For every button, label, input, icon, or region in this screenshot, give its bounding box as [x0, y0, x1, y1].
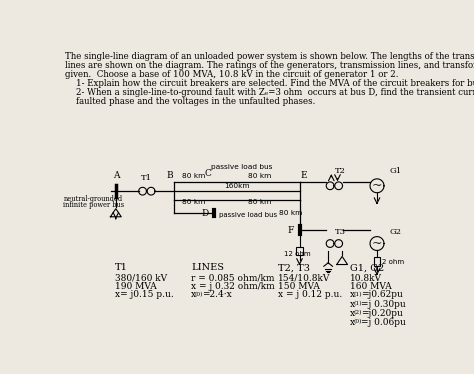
Text: x: x: [191, 291, 196, 300]
Text: x: x: [350, 291, 355, 300]
Text: C: C: [205, 169, 211, 178]
Text: T3: T3: [335, 227, 346, 236]
Text: given.  Choose a base of 100 MVA, 10.8 kV in the circuit of generator 1 or 2.: given. Choose a base of 100 MVA, 10.8 kV…: [64, 70, 398, 79]
Text: The single-line diagram of an unloaded power system is shown below. The lengths : The single-line diagram of an unloaded p…: [64, 52, 474, 61]
Text: 380/160 kV: 380/160 kV: [115, 273, 167, 282]
Text: ~: ~: [372, 179, 382, 192]
Bar: [374, 257, 380, 266]
Text: x= j0.15 p.u.: x= j0.15 p.u.: [115, 291, 174, 300]
Text: G2: G2: [390, 227, 401, 236]
Text: 190 MVA: 190 MVA: [115, 282, 157, 291]
Text: T1: T1: [115, 264, 128, 273]
Text: x: x: [350, 309, 355, 318]
Text: 154/10.8kV: 154/10.8kV: [278, 273, 330, 282]
Text: (1): (1): [354, 301, 363, 306]
Text: (0): (0): [354, 319, 362, 325]
Text: 80 km: 80 km: [182, 173, 206, 179]
Text: D: D: [201, 209, 209, 218]
Text: 10.8kV: 10.8kV: [350, 273, 382, 282]
Text: infinite power bus: infinite power bus: [63, 200, 124, 209]
Text: T2, T3: T2, T3: [278, 264, 310, 273]
Text: G1: G1: [390, 168, 401, 175]
Text: 80 km: 80 km: [279, 210, 302, 216]
Text: ~: ~: [372, 237, 382, 250]
Text: faulted phase and the voltages in the unfaulted phases.: faulted phase and the voltages in the un…: [64, 97, 315, 106]
Text: x = j 0.12 p.u.: x = j 0.12 p.u.: [278, 291, 342, 300]
Text: r = 0.085 ohm/km: r = 0.085 ohm/km: [191, 273, 274, 282]
Bar: [296, 246, 302, 255]
Text: x = j 0.32 ohm/km: x = j 0.32 ohm/km: [191, 282, 275, 291]
Text: (2): (2): [354, 310, 362, 315]
Text: 80 km: 80 km: [248, 173, 272, 179]
Text: x: x: [350, 318, 355, 327]
Text: 160km: 160km: [224, 183, 249, 189]
Text: passive load bus: passive load bus: [219, 212, 277, 218]
Text: F: F: [287, 226, 293, 235]
Text: G1, G2: G1, G2: [350, 264, 384, 273]
Text: =j0.62pu: =j0.62pu: [361, 291, 402, 300]
Text: E: E: [300, 171, 307, 180]
Text: LINES: LINES: [191, 264, 224, 273]
Text: passive load bus: passive load bus: [210, 165, 272, 171]
Text: 12 ohm: 12 ohm: [284, 251, 310, 257]
Text: A: A: [113, 171, 119, 180]
Text: B: B: [167, 171, 173, 180]
Text: =j0.20pu: =j0.20pu: [361, 309, 402, 318]
Text: 1- Explain how the circuit breakers are selected. Find the MVA of the circuit br: 1- Explain how the circuit breakers are …: [64, 79, 474, 88]
Text: (1): (1): [354, 292, 363, 297]
Text: neutral-grounded: neutral-grounded: [64, 195, 123, 203]
Text: 80 km: 80 km: [248, 199, 272, 205]
Text: 160 MVA: 160 MVA: [350, 282, 392, 291]
Text: 2 ohm: 2 ohm: [382, 259, 404, 265]
Text: 80 km: 80 km: [182, 199, 206, 205]
Text: lines are shown on the diagram. The ratings of the generators, transmission line: lines are shown on the diagram. The rati…: [64, 61, 474, 70]
Text: T1: T1: [141, 174, 152, 183]
Text: =j 0.06pu: =j 0.06pu: [361, 318, 406, 327]
Text: =2.4·x: =2.4·x: [202, 291, 232, 300]
Text: 2- When a single-line-to-ground fault with Zₑ=3 ohm  occurs at bus D, find the t: 2- When a single-line-to-ground fault wi…: [64, 88, 474, 97]
Text: x: x: [350, 300, 355, 309]
Text: 150 MVA: 150 MVA: [278, 282, 319, 291]
Text: =j 0.30pu: =j 0.30pu: [361, 300, 405, 309]
Text: T2: T2: [335, 168, 346, 175]
Text: (0): (0): [195, 292, 203, 297]
